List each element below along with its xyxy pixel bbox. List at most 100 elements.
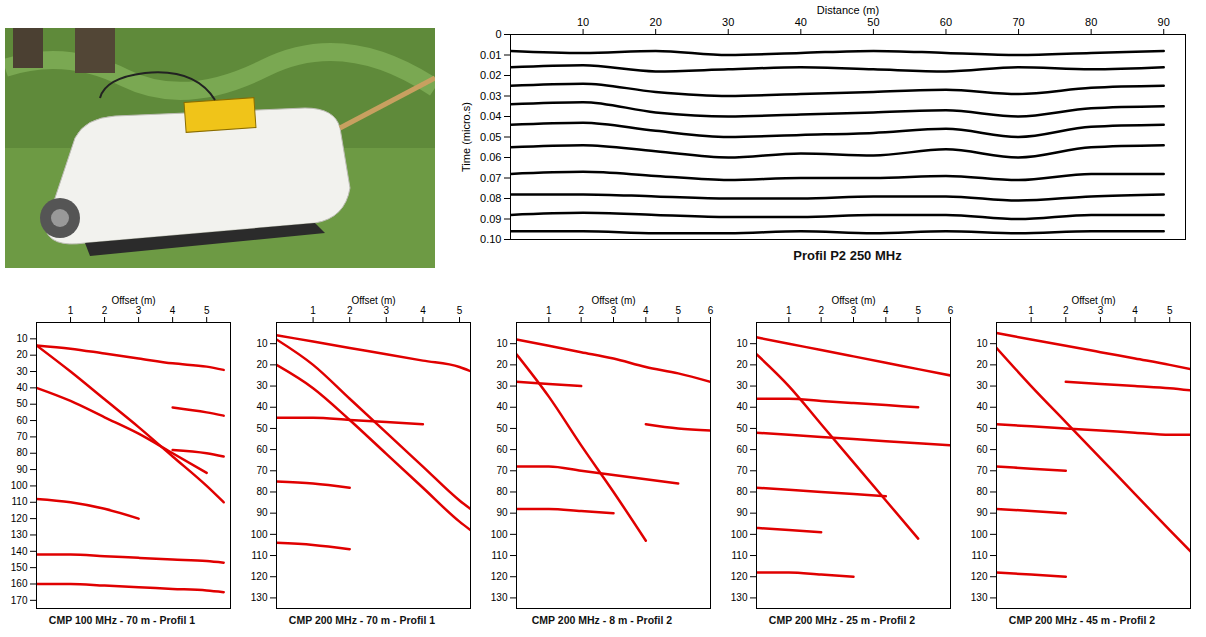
svg-text:3: 3 [384,305,390,316]
svg-text:20: 20 [256,359,268,370]
svg-text:6: 6 [708,305,714,316]
svg-text:50: 50 [16,398,28,409]
svg-text:5: 5 [675,305,681,316]
svg-text:Offset (m): Offset (m) [111,295,155,306]
svg-text:120: 120 [11,513,28,524]
svg-text:20: 20 [496,359,508,370]
svg-text:60: 60 [736,444,748,455]
svg-text:50: 50 [256,423,268,434]
svg-text:3: 3 [611,305,617,316]
svg-text:130: 130 [251,592,268,603]
svg-text:30: 30 [256,380,268,391]
svg-text:0.03: 0.03 [480,90,501,102]
svg-text:5: 5 [1167,305,1173,316]
svg-text:30: 30 [736,380,748,391]
svg-text:0.09: 0.09 [480,213,501,225]
svg-text:2: 2 [818,305,824,316]
svg-text:30: 30 [722,16,734,28]
svg-text:0.04: 0.04 [480,110,501,122]
svg-text:20: 20 [976,359,988,370]
svg-text:70: 70 [1012,16,1024,28]
svg-text:40: 40 [976,401,988,412]
svg-text:0.08: 0.08 [480,192,501,204]
svg-text:70: 70 [736,465,748,476]
svg-text:60: 60 [16,415,28,426]
svg-text:5: 5 [457,305,463,316]
svg-text:90: 90 [1158,16,1170,28]
svg-text:Offset (m): Offset (m) [351,295,395,306]
svg-text:6: 6 [948,305,954,316]
svg-text:90: 90 [736,507,748,518]
svg-text:10: 10 [577,16,589,28]
svg-text:40: 40 [256,401,268,412]
svg-text:2: 2 [1063,305,1069,316]
svg-text:170: 170 [11,595,28,606]
svg-text:40: 40 [795,16,807,28]
svg-text:50: 50 [867,16,879,28]
svg-text:10: 10 [16,333,28,344]
svg-text:80: 80 [1085,16,1097,28]
svg-text:4: 4 [420,305,426,316]
svg-text:0: 0 [495,28,501,40]
svg-text:1: 1 [786,305,792,316]
svg-text:Offset (m): Offset (m) [831,295,875,306]
svg-text:70: 70 [256,465,268,476]
svg-text:80: 80 [16,447,28,458]
svg-text:4: 4 [1132,305,1138,316]
svg-text:90: 90 [496,507,508,518]
svg-text:1: 1 [546,305,552,316]
svg-text:3: 3 [1098,305,1104,316]
svg-text:10: 10 [496,338,508,349]
svg-text:70: 70 [16,431,28,442]
svg-text:1: 1 [68,305,74,316]
svg-text:50: 50 [976,423,988,434]
svg-text:60: 60 [976,444,988,455]
svg-text:3: 3 [136,305,142,316]
svg-text:Offset (m): Offset (m) [1071,295,1115,306]
svg-text:130: 130 [971,592,988,603]
svg-text:5: 5 [204,305,210,316]
svg-text:130: 130 [731,592,748,603]
svg-text:70: 70 [496,465,508,476]
svg-text:80: 80 [256,486,268,497]
svg-text:2: 2 [578,305,584,316]
svg-text:5: 5 [915,305,921,316]
svg-text:10: 10 [976,338,988,349]
svg-text:40: 40 [736,401,748,412]
svg-text:10: 10 [736,338,748,349]
svg-text:0.01: 0.01 [480,49,501,61]
svg-text:50: 50 [496,423,508,434]
svg-text:0.10: 0.10 [480,233,501,245]
svg-text:120: 120 [731,571,748,582]
svg-text:90: 90 [256,507,268,518]
svg-text:100: 100 [491,529,508,540]
svg-text:80: 80 [496,486,508,497]
svg-text:10: 10 [256,338,268,349]
svg-text:110: 110 [12,496,28,507]
svg-text:160: 160 [11,578,28,589]
svg-text:2: 2 [102,305,108,316]
svg-text:Distance (m): Distance (m) [817,4,879,16]
svg-text:100: 100 [731,529,748,540]
svg-text:1: 1 [310,305,316,316]
svg-text:90: 90 [976,507,988,518]
svg-text:30: 30 [16,366,28,377]
svg-text:3: 3 [851,305,857,316]
svg-text:0.02: 0.02 [480,69,501,81]
svg-text:0.07: 0.07 [480,172,501,184]
svg-text:110: 110 [492,550,508,561]
svg-text:0.05: 0.05 [480,131,501,143]
svg-text:120: 120 [491,571,508,582]
svg-text:70: 70 [976,465,988,476]
svg-text:140: 140 [11,546,28,557]
svg-text:30: 30 [976,380,988,391]
svg-text:20: 20 [736,359,748,370]
svg-text:4: 4 [170,305,176,316]
svg-text:100: 100 [971,529,988,540]
svg-text:120: 120 [971,571,988,582]
svg-text:120: 120 [251,571,268,582]
svg-text:130: 130 [11,529,28,540]
svg-text:60: 60 [256,444,268,455]
svg-text:100: 100 [251,529,268,540]
svg-text:Time (micro.s): Time (micro.s) [460,102,472,172]
